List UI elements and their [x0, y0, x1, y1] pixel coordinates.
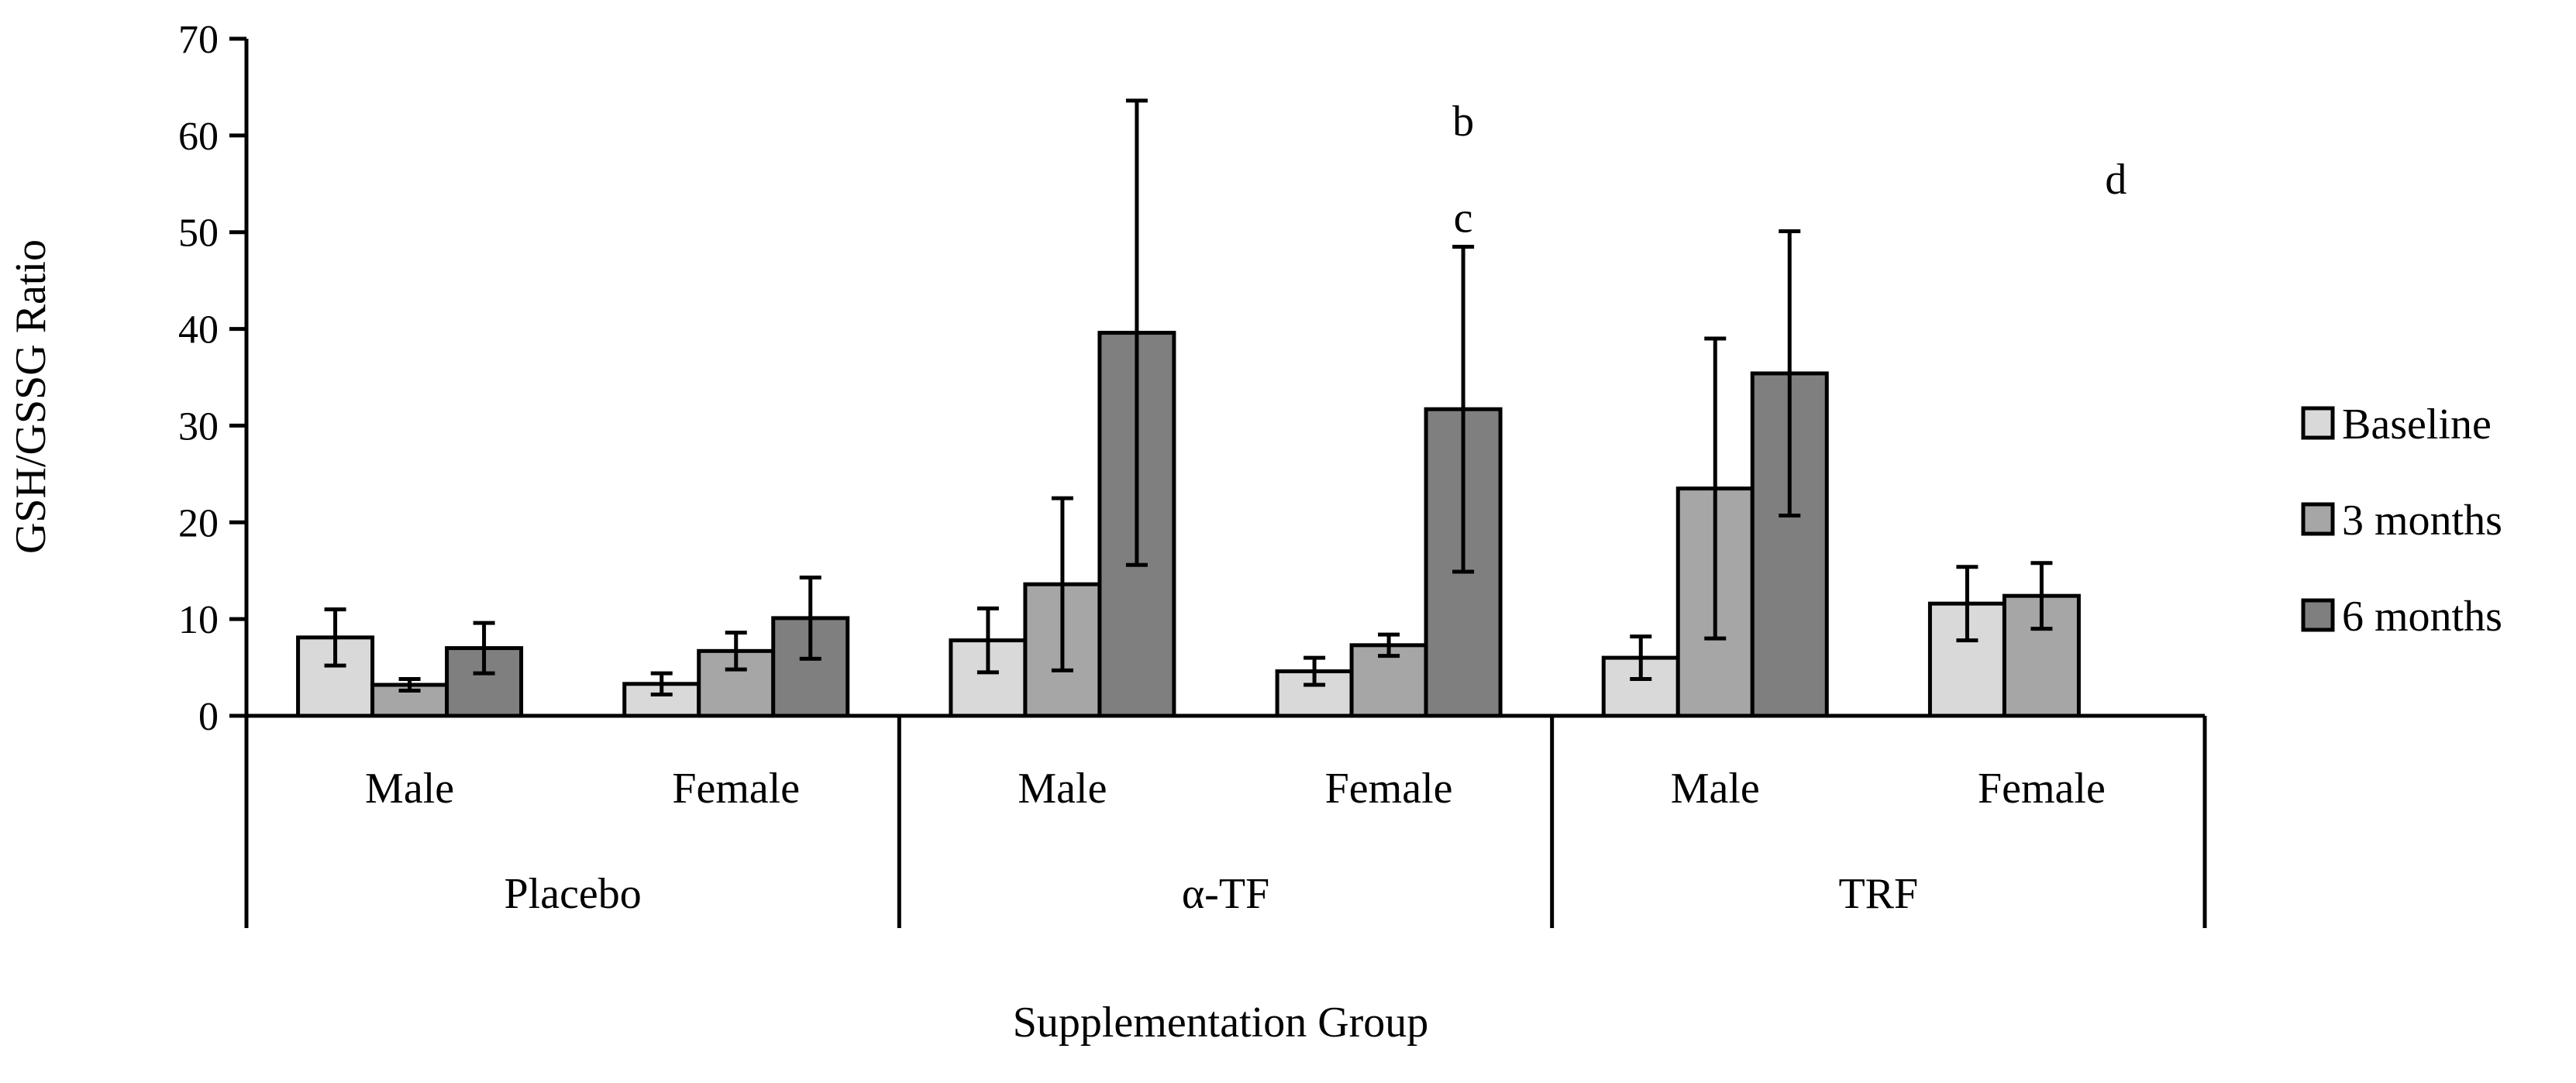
legend-label: Baseline [2342, 401, 2492, 449]
group-label: Placebo [505, 870, 642, 918]
y-tick-label: 70 [178, 18, 219, 62]
legend-swatch [2301, 406, 2335, 440]
annotation-label: c [1454, 194, 1473, 242]
y-axis-title: GSH/GSSG Ratio [7, 239, 55, 554]
y-tick-label: 20 [178, 501, 219, 545]
legend: Baseline 3 months 6 months [2301, 401, 2502, 641]
category-label: Female [1978, 765, 2106, 813]
legend-swatch [2301, 598, 2335, 632]
y-tick-label: 40 [178, 308, 219, 352]
annotations: bc d [1452, 98, 2127, 242]
annotation-label: d [2105, 156, 2127, 204]
y-tick-label: 10 [178, 598, 219, 642]
y-tick-label: 0 [198, 695, 219, 739]
bar-3-months [2002, 593, 2081, 718]
y-tick-label: 50 [178, 211, 219, 256]
x-axis: Male Female Male Female Male Female Placebo α-T… [244, 713, 2207, 928]
annotation-label: b [1452, 98, 1474, 146]
y-tick-label: 30 [178, 404, 219, 449]
category-label: Female [672, 765, 800, 813]
category-label: Male [1018, 765, 1107, 813]
y-tick-label: 60 [178, 115, 219, 159]
error-bars [324, 98, 2053, 697]
category-label: Male [1671, 765, 1760, 813]
legend-label: 6 months [2342, 593, 2502, 641]
group-label: α-TF [1182, 870, 1269, 918]
group-label: TRF [1838, 870, 1918, 918]
category-label: Male [365, 765, 454, 813]
y-axis: 0 10 20 30 40 50 60 70 [178, 18, 249, 739]
category-label: Female [1325, 765, 1453, 813]
x-axis-title: Supplementation Group [1013, 999, 1429, 1047]
legend-swatch [2301, 502, 2335, 536]
bars [296, 331, 2081, 718]
legend-label: 3 months [2342, 497, 2502, 545]
